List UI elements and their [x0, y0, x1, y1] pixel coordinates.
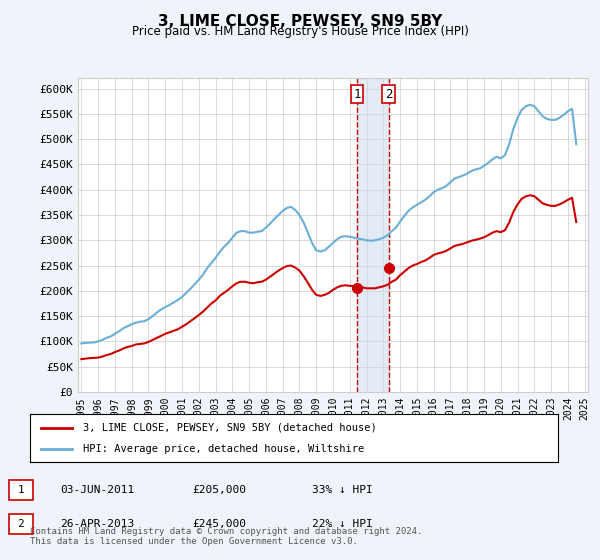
Text: 33% ↓ HPI: 33% ↓ HPI — [312, 485, 373, 495]
Text: Contains HM Land Registry data © Crown copyright and database right 2024.
This d: Contains HM Land Registry data © Crown c… — [30, 526, 422, 546]
Text: 26-APR-2013: 26-APR-2013 — [60, 519, 134, 529]
Text: 1: 1 — [353, 88, 361, 101]
Text: HPI: Average price, detached house, Wiltshire: HPI: Average price, detached house, Wilt… — [83, 444, 364, 454]
Text: 3, LIME CLOSE, PEWSEY, SN9 5BY: 3, LIME CLOSE, PEWSEY, SN9 5BY — [158, 14, 442, 29]
Text: 03-JUN-2011: 03-JUN-2011 — [60, 485, 134, 495]
Text: 2: 2 — [385, 88, 392, 101]
Text: 3, LIME CLOSE, PEWSEY, SN9 5BY (detached house): 3, LIME CLOSE, PEWSEY, SN9 5BY (detached… — [83, 423, 377, 433]
Text: £205,000: £205,000 — [192, 485, 246, 495]
Text: £245,000: £245,000 — [192, 519, 246, 529]
Text: 2: 2 — [17, 519, 25, 529]
Text: 22% ↓ HPI: 22% ↓ HPI — [312, 519, 373, 529]
Text: 1: 1 — [17, 485, 25, 495]
Text: Price paid vs. HM Land Registry's House Price Index (HPI): Price paid vs. HM Land Registry's House … — [131, 25, 469, 38]
Bar — [357, 78, 389, 392]
